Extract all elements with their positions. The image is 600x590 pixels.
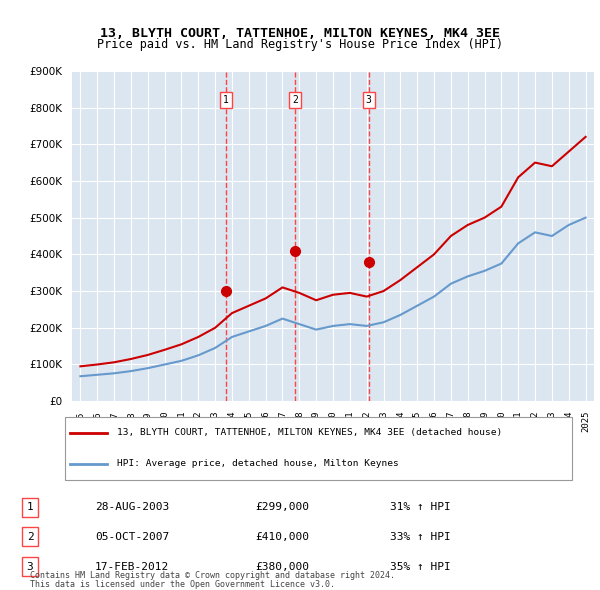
Text: 35% ↑ HPI: 35% ↑ HPI	[389, 562, 451, 572]
Text: 1: 1	[26, 502, 34, 512]
Text: 33% ↑ HPI: 33% ↑ HPI	[389, 532, 451, 542]
Text: This data is licensed under the Open Government Licence v3.0.: This data is licensed under the Open Gov…	[30, 579, 335, 589]
Text: £299,000: £299,000	[255, 502, 309, 512]
Text: 17-FEB-2012: 17-FEB-2012	[95, 562, 169, 572]
Text: 31% ↑ HPI: 31% ↑ HPI	[389, 502, 451, 512]
Text: 13, BLYTH COURT, TATTENHOE, MILTON KEYNES, MK4 3EE: 13, BLYTH COURT, TATTENHOE, MILTON KEYNE…	[100, 27, 500, 40]
Text: 2: 2	[292, 95, 298, 105]
Text: HPI: Average price, detached house, Milton Keynes: HPI: Average price, detached house, Milt…	[118, 460, 399, 468]
Text: £410,000: £410,000	[255, 532, 309, 542]
Text: £380,000: £380,000	[255, 562, 309, 572]
FancyBboxPatch shape	[65, 417, 572, 480]
Text: Price paid vs. HM Land Registry's House Price Index (HPI): Price paid vs. HM Land Registry's House …	[97, 38, 503, 51]
Text: 2: 2	[26, 532, 34, 542]
Text: 3: 3	[26, 562, 34, 572]
Text: Contains HM Land Registry data © Crown copyright and database right 2024.: Contains HM Land Registry data © Crown c…	[30, 571, 395, 580]
Text: 05-OCT-2007: 05-OCT-2007	[95, 532, 169, 542]
Text: 28-AUG-2003: 28-AUG-2003	[95, 502, 169, 512]
Text: 13, BLYTH COURT, TATTENHOE, MILTON KEYNES, MK4 3EE (detached house): 13, BLYTH COURT, TATTENHOE, MILTON KEYNE…	[118, 428, 503, 437]
Text: 1: 1	[223, 95, 229, 105]
Text: 3: 3	[366, 95, 371, 105]
